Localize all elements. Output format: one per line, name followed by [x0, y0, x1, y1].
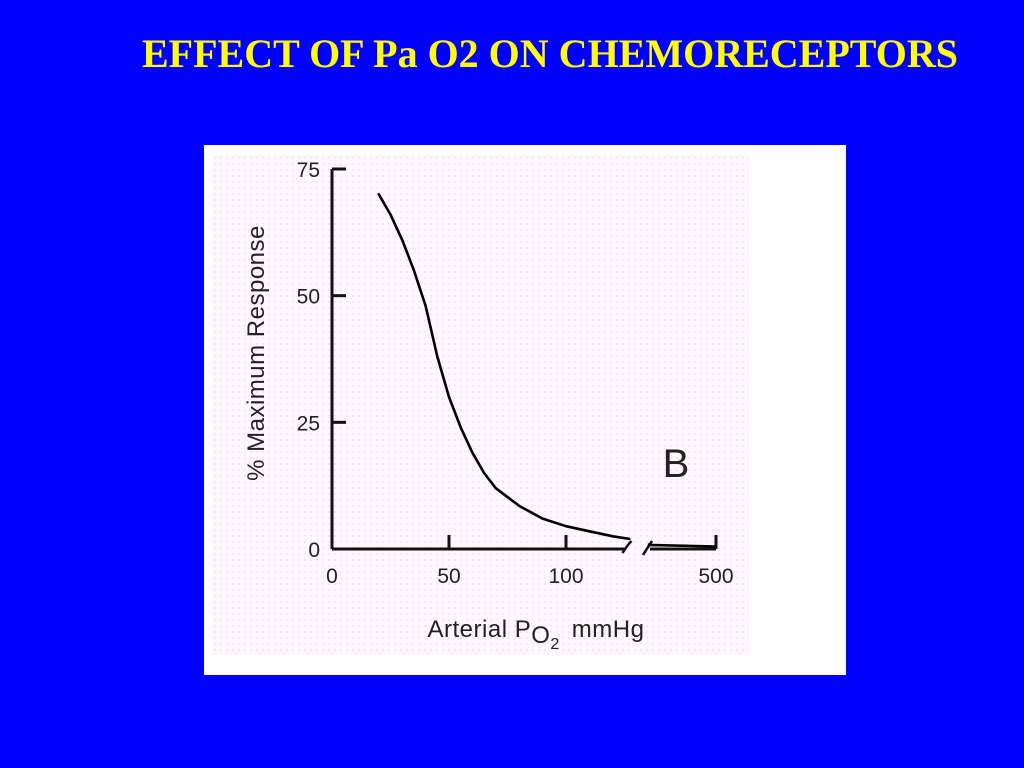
response-curve-tail: [647, 543, 718, 548]
x-axis-break-mark-left: [621, 540, 633, 554]
panel-label: B: [663, 442, 690, 486]
figure-panel: 0 25 50 75 0 50 100 500 % Maximum Response Arter…: [204, 145, 846, 675]
y-tick-label: 0: [308, 539, 320, 562]
chart-ticks: [330, 167, 718, 551]
response-curve-chart: 0 25 50 75 0 50 100 500 % Maximum Response Arter…: [243, 159, 734, 653]
chart-axes: [330, 169, 716, 556]
chart-series: [377, 193, 718, 548]
x-tick-label: 50: [437, 565, 460, 588]
y-tick-label: 75: [297, 159, 320, 182]
chart-tick-labels: 0 25 50 75 0 50 100 500: [297, 159, 734, 588]
slide-title: EFFECT OF Pa O2 ON CHEMORECEPTORS: [142, 31, 958, 76]
x-tick-label: 100: [548, 565, 583, 588]
figure-background: [212, 155, 749, 655]
y-axis-label: % Maximum Response: [243, 225, 270, 481]
response-curve-line: [377, 193, 631, 541]
x-tick-label: 0: [326, 565, 338, 588]
x-axis-label: Arterial PO2mmHg: [428, 616, 645, 653]
chart-labels: % Maximum Response Arterial PO2mmHg B: [243, 225, 689, 653]
x-axis-break-mark-right: [641, 540, 654, 556]
x-tick-label: 500: [698, 565, 733, 588]
y-tick-label: 25: [297, 412, 320, 435]
y-tick-label: 50: [297, 286, 320, 309]
